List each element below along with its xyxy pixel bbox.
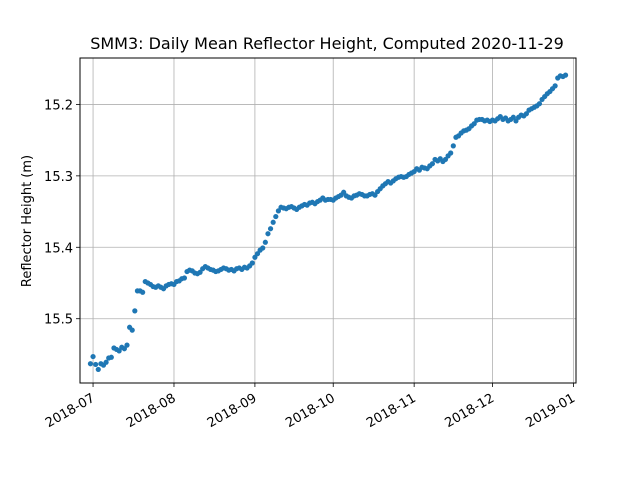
data-point [252, 254, 258, 260]
data-points [87, 72, 569, 373]
data-point [267, 226, 274, 232]
grid-lines [80, 58, 576, 383]
plot-frame [79, 57, 577, 384]
y-tick-label: 15.3 [44, 170, 73, 185]
data-point [140, 289, 146, 295]
data-point [562, 72, 569, 78]
data-point [87, 361, 94, 367]
data-point [270, 219, 276, 225]
y-tick-label: 15.2 [44, 98, 73, 113]
data-point [513, 118, 519, 124]
data-point [510, 114, 516, 120]
data-point [116, 348, 122, 354]
data-point [260, 245, 266, 251]
data-point [265, 231, 271, 237]
data-point [95, 366, 101, 373]
data-point [275, 208, 281, 214]
x-axis: 2018-07 2018-08 2018-09 2018-10 2018-11 2018-… [43, 383, 578, 431]
data-point [121, 346, 127, 352]
data-point [262, 239, 268, 245]
x-tick-label: 2019-01 [523, 391, 578, 431]
data-point [429, 161, 436, 167]
data-point [471, 121, 477, 127]
x-tick-label: 2018-11 [364, 391, 419, 431]
data-point [523, 111, 530, 117]
x-tick-label: 2018-08 [124, 391, 179, 431]
data-point [552, 83, 558, 89]
data-point [450, 143, 456, 149]
y-tick-label: 15.4 [44, 241, 73, 256]
data-point [124, 342, 130, 348]
data-point [197, 269, 203, 275]
x-tick-label: 2018-07 [43, 391, 98, 431]
data-point [103, 359, 109, 365]
y-tick-label: 15.5 [44, 313, 73, 328]
data-point [90, 353, 96, 360]
data-point [273, 213, 279, 220]
x-tick-label: 2018-10 [283, 391, 338, 431]
data-point [132, 308, 138, 314]
x-tick-label: 2018-09 [205, 391, 260, 431]
data-point [254, 251, 261, 257]
data-point [536, 101, 543, 107]
data-point [372, 192, 378, 198]
data-point [108, 354, 114, 360]
x-tick-label: 2018-12 [442, 391, 497, 431]
data-point [129, 327, 135, 333]
y-axis-label: Reflector Height (m) [20, 155, 35, 287]
data-point [442, 156, 449, 163]
data-point [181, 275, 188, 281]
data-point [341, 189, 347, 195]
data-point [448, 150, 454, 156]
chart-title: SMM3: Daily Mean Reflector Height, Compu… [90, 34, 564, 53]
data-point [93, 361, 99, 368]
data-point [249, 260, 255, 266]
y-axis: 15.2 15.3 15.4 15.5 [44, 98, 80, 328]
